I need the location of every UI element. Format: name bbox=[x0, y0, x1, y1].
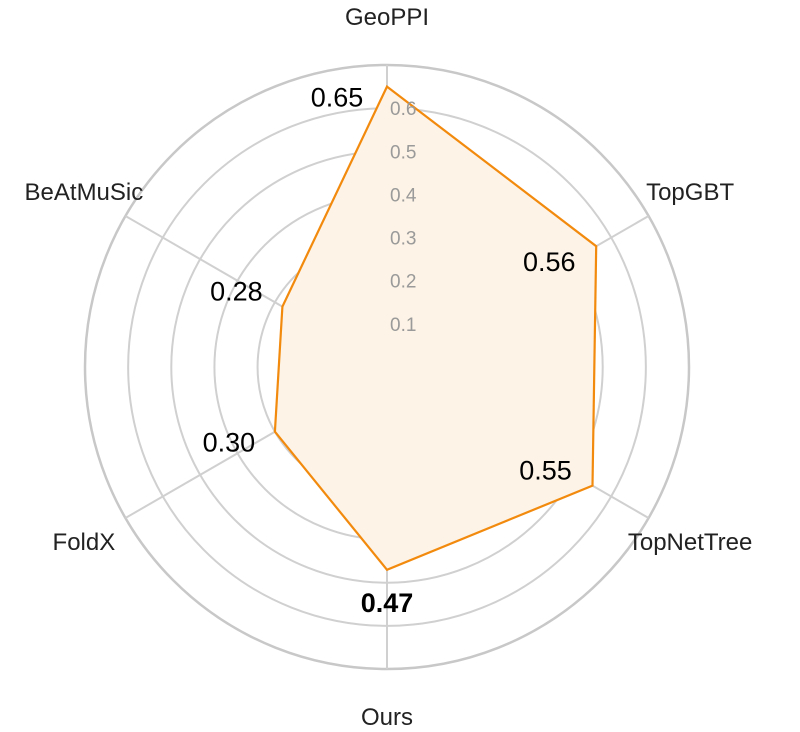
radial-tick-3: 0.3 bbox=[390, 229, 416, 250]
category-labels: GeoPPI TopGBT TopNetTree Ours FoldX BeAtMuSic bbox=[25, 4, 753, 731]
category-label-beatmusic: BeAtMuSic bbox=[25, 179, 144, 206]
value-label-geoppi: 0.65 bbox=[311, 83, 364, 113]
value-label-beatmusic: 0.28 bbox=[210, 277, 263, 307]
value-label-foldx: 0.30 bbox=[203, 428, 256, 458]
radial-tick-1: 0.1 bbox=[390, 315, 416, 336]
category-label-topgbt: TopGBT bbox=[646, 179, 734, 206]
radial-tick-labels: 0.1 0.2 0.3 0.4 0.5 0.6 bbox=[390, 99, 417, 336]
value-label-ours: 0.47 bbox=[361, 588, 414, 618]
category-label-geoppi: GeoPPI bbox=[345, 4, 429, 31]
category-label-foldx: FoldX bbox=[53, 529, 116, 556]
value-label-topgbt: 0.56 bbox=[523, 247, 576, 277]
value-labels: 0.65 0.56 0.55 0.47 0.30 0.28 bbox=[203, 83, 576, 618]
radial-tick-6: 0.6 bbox=[390, 99, 416, 120]
category-label-ours: Ours bbox=[361, 704, 413, 731]
value-label-topnettree: 0.55 bbox=[519, 456, 572, 486]
category-label-topnettree: TopNetTree bbox=[628, 529, 753, 556]
radar-area bbox=[273, 84, 598, 572]
series-polygon bbox=[273, 84, 598, 572]
radial-tick-2: 0.2 bbox=[390, 272, 416, 293]
radial-tick-5: 0.5 bbox=[390, 142, 416, 163]
radial-tick-4: 0.4 bbox=[390, 185, 417, 206]
